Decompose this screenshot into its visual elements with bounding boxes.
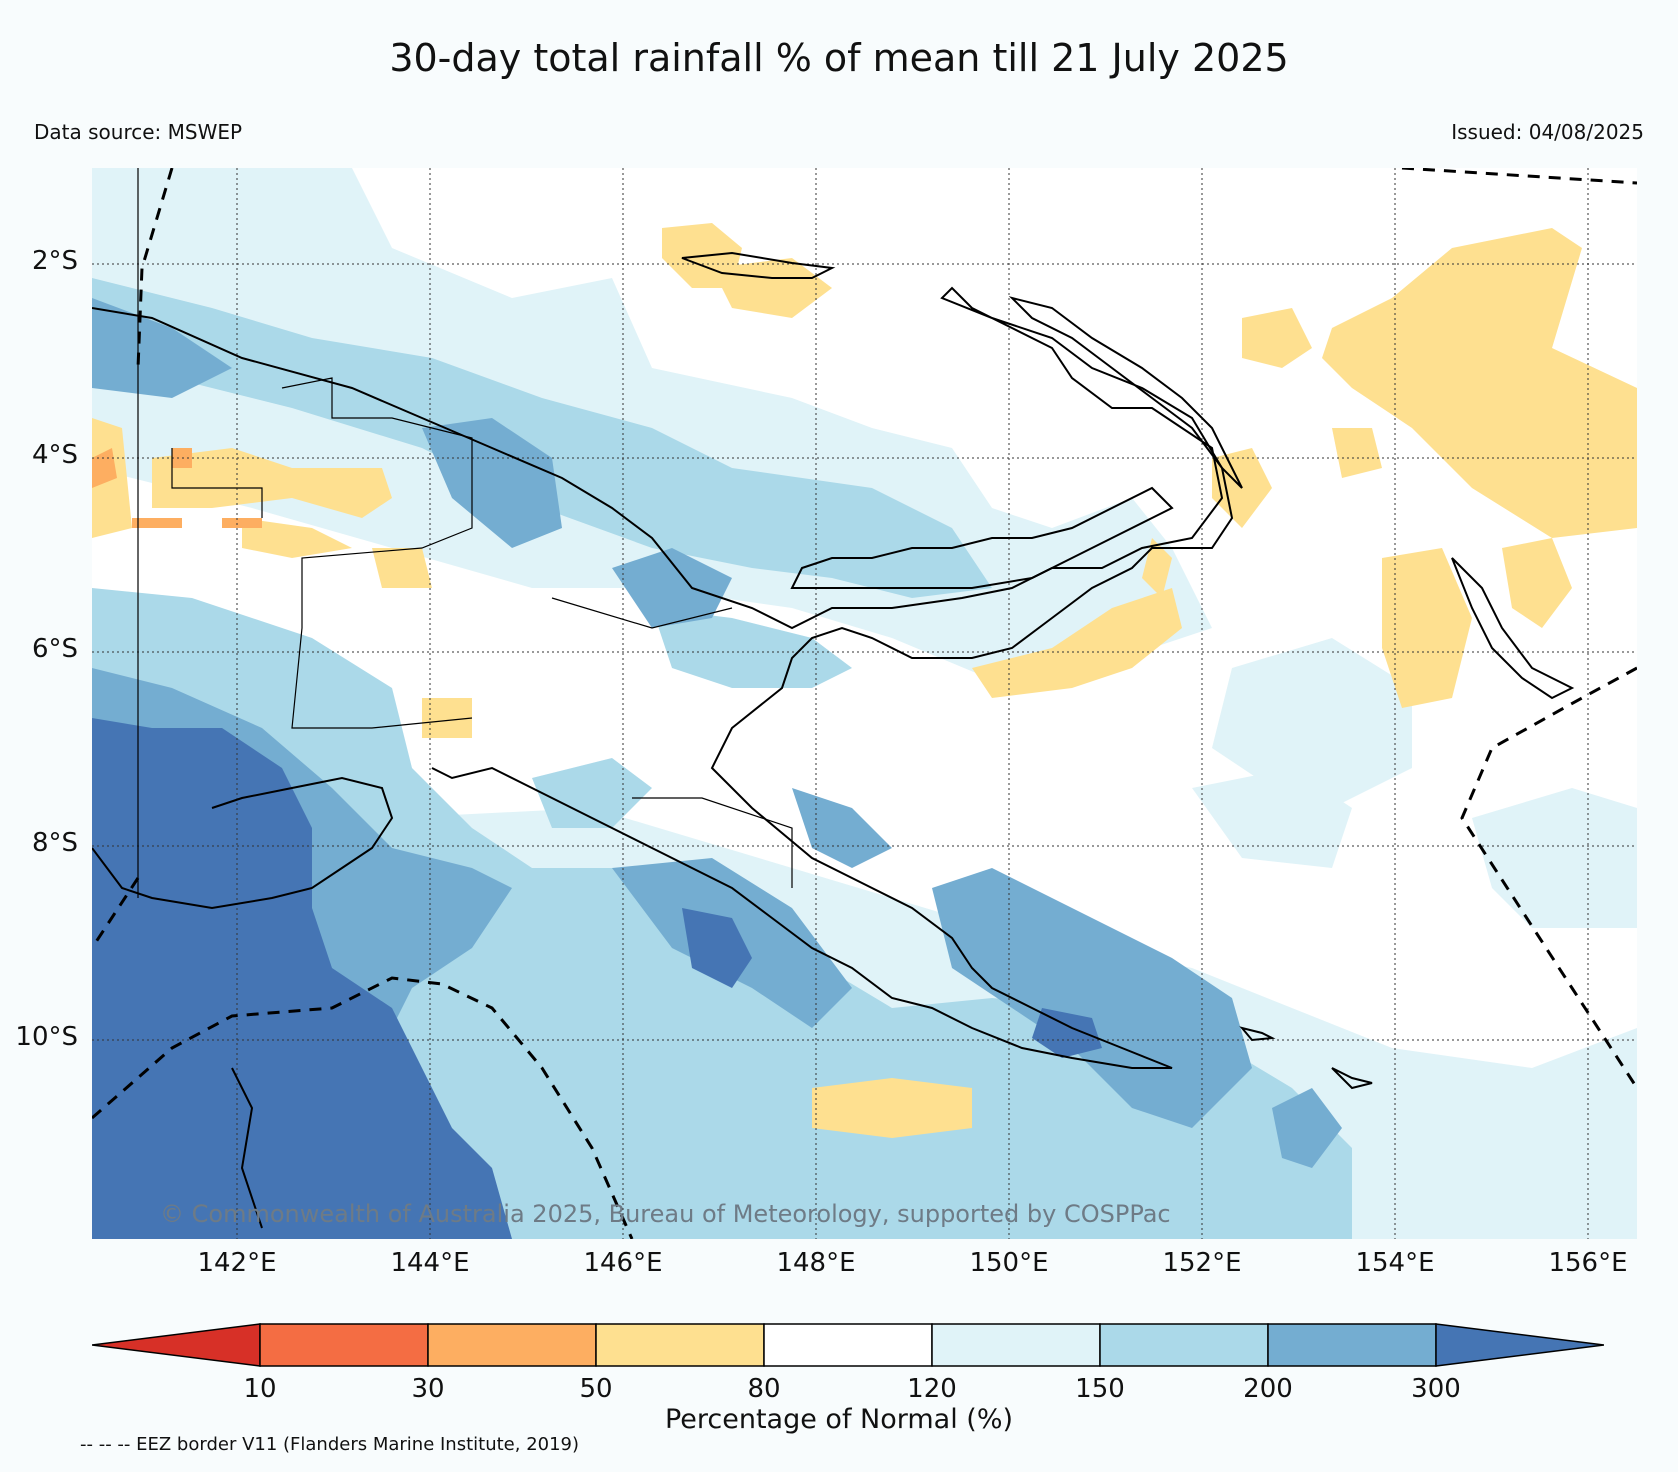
eez-border [92, 168, 1637, 1239]
lon-label-144e: 144°E [390, 1248, 470, 1278]
lat-label-4s: 4°S [31, 440, 78, 470]
eez-note: -- -- -- EEZ border V11 (Flanders Marine… [80, 1434, 580, 1455]
lon-label-142e: 142°E [197, 1248, 277, 1278]
colorbar-tick-150: 150 [1075, 1374, 1125, 1404]
colorbar-tick-300: 300 [1411, 1374, 1461, 1404]
data-source-label: Data source: MSWEP [34, 120, 243, 144]
colorbar-tick-30: 30 [411, 1374, 445, 1404]
band-above-300 [92, 718, 1102, 1239]
lon-label-152e: 152°E [1162, 1248, 1242, 1278]
copyright-watermark: © Commonwealth of Australia 2025, Bureau… [160, 1200, 1171, 1228]
colorbar-tick-50: 50 [579, 1374, 613, 1404]
lat-label-8s: 8°S [31, 828, 78, 858]
colorbar [91, 1322, 1605, 1374]
colorbar-80-120 [763, 1323, 933, 1367]
colorbar-50-80 [595, 1323, 765, 1367]
colorbar-label: Percentage of Normal (%) [664, 1404, 1014, 1435]
rainfall-map-canvas [92, 168, 1637, 1239]
rainfall-map: © Commonwealth of Australia 2025, Bureau… [92, 168, 1637, 1239]
issued-date-label: Issued: 04/08/2025 [1451, 120, 1644, 144]
colorbar-tick-80: 80 [747, 1374, 781, 1404]
lat-label-6s: 6°S [31, 634, 78, 664]
lat-label-2s: 2°S [31, 246, 78, 276]
colorbar-tick-200: 200 [1243, 1374, 1293, 1404]
coastline [92, 251, 1575, 1229]
colorbar-120-150 [931, 1323, 1101, 1367]
lon-label-156e: 156°E [1548, 1248, 1628, 1278]
colorbar-10-30 [259, 1323, 429, 1367]
lon-label-148e: 148°E [776, 1248, 856, 1278]
colorbar-150-200 [1099, 1323, 1269, 1367]
colorbar-tick-120: 120 [907, 1374, 957, 1404]
lon-label-150e: 150°E [969, 1248, 1049, 1278]
lat-label-10s: 10°S [15, 1022, 78, 1052]
lon-label-154e: 154°E [1355, 1248, 1435, 1278]
colorbar-200-300 [1267, 1323, 1437, 1367]
colorbar-below-10 [91, 1323, 261, 1367]
band-50-80 [92, 223, 1637, 1138]
colorbar-above-300 [1435, 1323, 1605, 1367]
colorbar-30-50 [427, 1323, 597, 1367]
lon-label-146e: 146°E [583, 1248, 663, 1278]
graticule [92, 168, 1637, 1239]
map-title: 30-day total rainfall % of mean till 21 … [389, 36, 1289, 80]
band-30-50 [92, 448, 262, 528]
province-borders [137, 168, 793, 898]
colorbar-tick-10: 10 [243, 1374, 277, 1404]
